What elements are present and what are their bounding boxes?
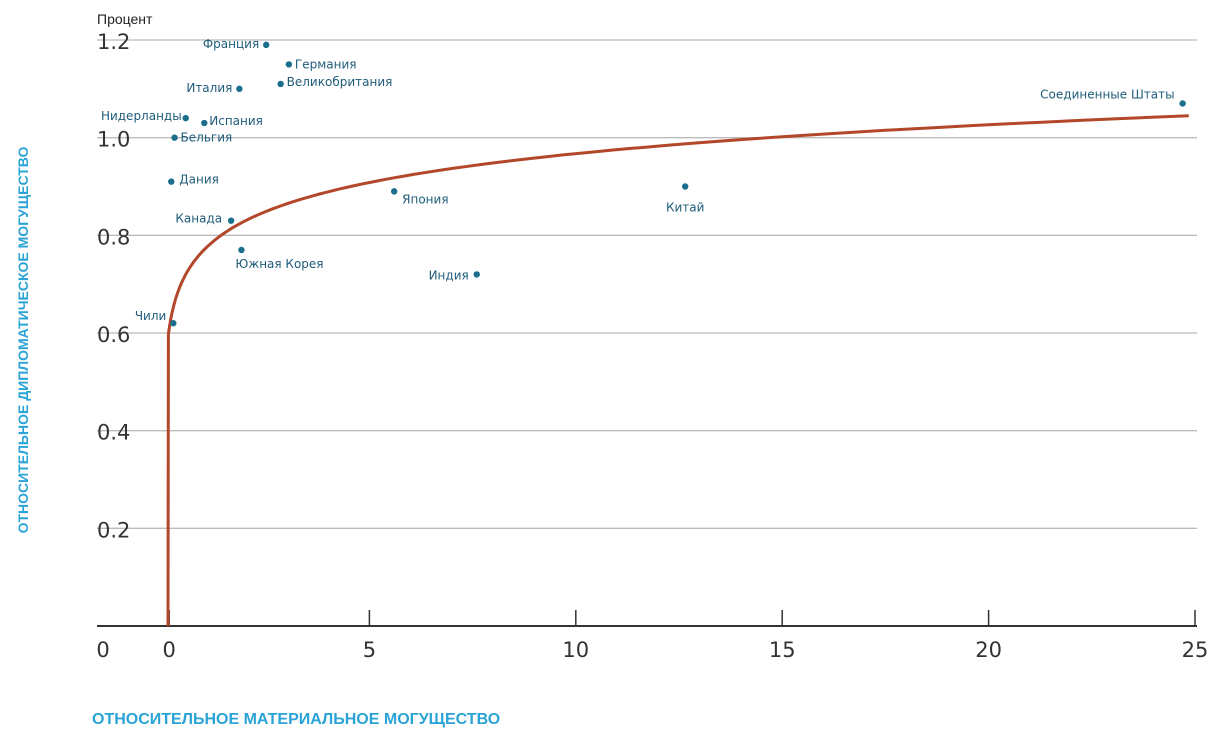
point-label: Южная Корея xyxy=(235,257,323,271)
y-axis-title: ОТНОСИТЕЛЬНОЕ ДИПЛОМАТИЧЕСКОЕ МОГУЩЕСТВО xyxy=(15,146,31,533)
point-5: Испания xyxy=(201,114,263,128)
point-label: Нидерланды xyxy=(101,109,182,123)
x-tick-label: 15 xyxy=(769,638,796,662)
point-8: Канада xyxy=(175,212,235,226)
point-label: Чили xyxy=(135,309,167,323)
point-marker xyxy=(390,188,398,195)
point-marker xyxy=(238,246,245,254)
point-label: Канада xyxy=(175,212,222,226)
x-tick-label: 25 xyxy=(1182,638,1209,662)
x-tick-label: 5 xyxy=(363,638,376,662)
point-label: Франция xyxy=(203,37,259,51)
point-marker xyxy=(201,119,208,127)
point-marker xyxy=(473,271,480,278)
point-14: Соединенные Штаты xyxy=(1040,87,1186,107)
point-12: Индия xyxy=(429,268,480,282)
point-marker xyxy=(182,114,189,122)
point-3: Италия xyxy=(186,81,243,95)
y-unit-label: Процент xyxy=(97,11,153,27)
x-tick-label: 0 xyxy=(96,638,109,662)
trend-curve xyxy=(166,114,1189,627)
point-marker xyxy=(263,41,270,49)
point-marker xyxy=(168,178,175,185)
y-tick-label: 0.6 xyxy=(97,323,130,347)
point-label: Япония xyxy=(402,192,448,206)
point-label: Испания xyxy=(209,114,263,128)
point-0: Франция xyxy=(203,37,270,51)
y-tick-label: 1.2 xyxy=(97,30,130,54)
x-ticks: 0 0 5 10 15 20 25 xyxy=(96,610,1208,662)
point-11: Япония xyxy=(390,188,449,206)
x-tick-label: 20 xyxy=(975,638,1002,662)
point-label: Италия xyxy=(186,81,232,95)
point-label: Соединенные Штаты xyxy=(1040,87,1174,101)
point-label: Дания xyxy=(179,173,219,187)
data-points: Франция Германия Великобритания Италия Нидер… xyxy=(101,37,1186,327)
point-marker xyxy=(170,320,177,327)
y-ticks: 0.2 0.4 0.6 0.8 1.0 1.2 xyxy=(97,30,130,542)
x-axis-title: ОТНОСИТЕЛЬНОЕ МАТЕРИАЛЬНОЕ МОГУЩЕСТВО xyxy=(92,711,500,728)
point-7: Дания xyxy=(168,173,219,187)
point-label: Бельгия xyxy=(181,131,233,145)
point-marker xyxy=(236,85,243,93)
point-label: Германия xyxy=(295,57,357,71)
point-marker xyxy=(1179,100,1186,107)
point-marker xyxy=(277,80,284,88)
x-tick-label: 0 xyxy=(163,638,176,662)
point-marker xyxy=(227,217,235,224)
y-tick-label: 0.4 xyxy=(97,421,130,445)
point-marker xyxy=(171,134,178,141)
grid-lines xyxy=(97,39,1197,529)
point-label: Индия xyxy=(429,268,469,282)
point-2: Великобритания xyxy=(277,75,392,89)
point-4: Нидерланды xyxy=(101,109,189,123)
point-marker xyxy=(681,183,689,190)
y-tick-label: 1.0 xyxy=(97,128,130,152)
point-marker xyxy=(285,61,293,68)
point-label: Китай xyxy=(666,201,704,215)
point-10: Чили xyxy=(135,309,177,327)
point-13: Китай xyxy=(666,183,704,215)
point-9: Южная Корея xyxy=(235,246,324,271)
point-1: Германия xyxy=(285,57,357,71)
point-6: Бельгия xyxy=(171,131,232,145)
y-tick-label: 0.8 xyxy=(97,225,130,249)
x-tick-label: 10 xyxy=(562,638,589,662)
y-tick-label: 0.2 xyxy=(97,518,130,542)
point-label: Великобритания xyxy=(287,75,393,89)
